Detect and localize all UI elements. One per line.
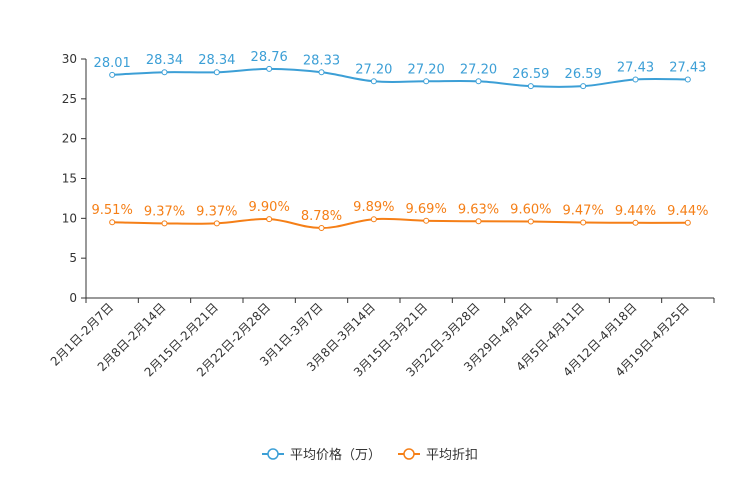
data-label: 28.76 <box>251 50 288 65</box>
y-axis-ticks: 0 5 10 15 20 25 30 <box>62 52 86 305</box>
data-label: 8.78% <box>301 209 342 224</box>
data-point[interactable] <box>318 69 325 76</box>
data-label: 28.33 <box>303 53 340 68</box>
y-tick-label: 5 <box>69 251 77 265</box>
data-point[interactable] <box>527 83 534 90</box>
data-point[interactable] <box>684 219 691 226</box>
data-label: 9.47% <box>563 204 604 219</box>
data-point[interactable] <box>580 219 587 226</box>
data-point[interactable] <box>423 78 430 85</box>
y-tick-label: 10 <box>62 211 77 225</box>
data-point[interactable] <box>423 217 430 224</box>
y-tick-label: 20 <box>62 132 77 146</box>
data-point[interactable] <box>161 220 168 227</box>
legend-item-1[interactable]: 平均价格（万） <box>262 447 381 463</box>
data-label: 27.20 <box>460 62 497 77</box>
data-label: 9.51% <box>92 203 133 218</box>
data-point[interactable] <box>632 219 639 226</box>
data-point[interactable] <box>109 219 116 226</box>
data-label: 27.20 <box>355 62 392 77</box>
data-point[interactable] <box>266 65 273 72</box>
series-2: 9.51% 9.37% 9.37% 9.90% 8.78% 9.89% 9.69% 9.63%… <box>92 200 708 232</box>
data-label: 28.34 <box>198 53 235 68</box>
chart-axes <box>85 59 714 299</box>
data-point[interactable] <box>684 76 691 83</box>
data-label: 26.59 <box>512 67 549 82</box>
series-line <box>112 67 688 88</box>
data-point[interactable] <box>527 218 534 225</box>
legend-marker-icon <box>403 448 415 460</box>
x-axis-ticks: 2月1日-2月7日2月8日-2月14日2月15日-2月21日2月22日-2月28… <box>48 298 715 380</box>
data-point[interactable] <box>475 218 482 225</box>
y-tick-label: 0 <box>69 291 77 305</box>
legend-label: 平均价格（万） <box>290 447 381 463</box>
chart-series: 28.01 28.34 28.34 28.76 28.33 27.20 27.20 27.20… <box>92 50 708 232</box>
data-label: 9.44% <box>667 204 708 219</box>
series-line <box>112 217 688 230</box>
data-label: 9.63% <box>458 202 499 217</box>
data-label: 27.43 <box>617 60 654 75</box>
data-point[interactable] <box>475 78 482 85</box>
data-label: 9.44% <box>615 204 656 219</box>
data-label: 9.90% <box>249 200 290 215</box>
data-label: 27.43 <box>669 60 706 75</box>
data-label: 9.89% <box>353 200 394 215</box>
data-point[interactable] <box>266 216 273 223</box>
data-point[interactable] <box>370 216 377 223</box>
data-label: 26.59 <box>565 67 602 82</box>
series-1: 28.01 28.34 28.34 28.76 28.33 27.20 27.20 27.20… <box>94 50 706 90</box>
data-label: 9.60% <box>510 203 551 218</box>
data-point[interactable] <box>370 78 377 85</box>
data-label: 9.37% <box>144 204 185 219</box>
legend-item-2[interactable]: 平均折扣 <box>398 448 478 463</box>
data-point[interactable] <box>213 220 220 227</box>
legend-marker-icon <box>267 448 279 460</box>
data-point[interactable] <box>580 83 587 90</box>
data-label: 9.69% <box>406 202 447 217</box>
data-point[interactable] <box>109 71 116 78</box>
y-tick-label: 15 <box>62 172 77 186</box>
data-point[interactable] <box>161 69 168 76</box>
data-point[interactable] <box>318 225 325 232</box>
chart-legend[interactable]: 平均价格（万） 平均折扣 <box>262 447 478 463</box>
data-label: 28.01 <box>94 56 131 71</box>
data-point[interactable] <box>213 69 220 76</box>
y-tick-label: 25 <box>62 92 77 106</box>
legend-label: 平均折扣 <box>426 448 478 463</box>
data-point[interactable] <box>632 76 639 83</box>
data-label: 28.34 <box>146 53 183 68</box>
data-label: 9.37% <box>196 204 237 219</box>
y-tick-label: 30 <box>62 52 77 66</box>
data-label: 27.20 <box>408 62 445 77</box>
